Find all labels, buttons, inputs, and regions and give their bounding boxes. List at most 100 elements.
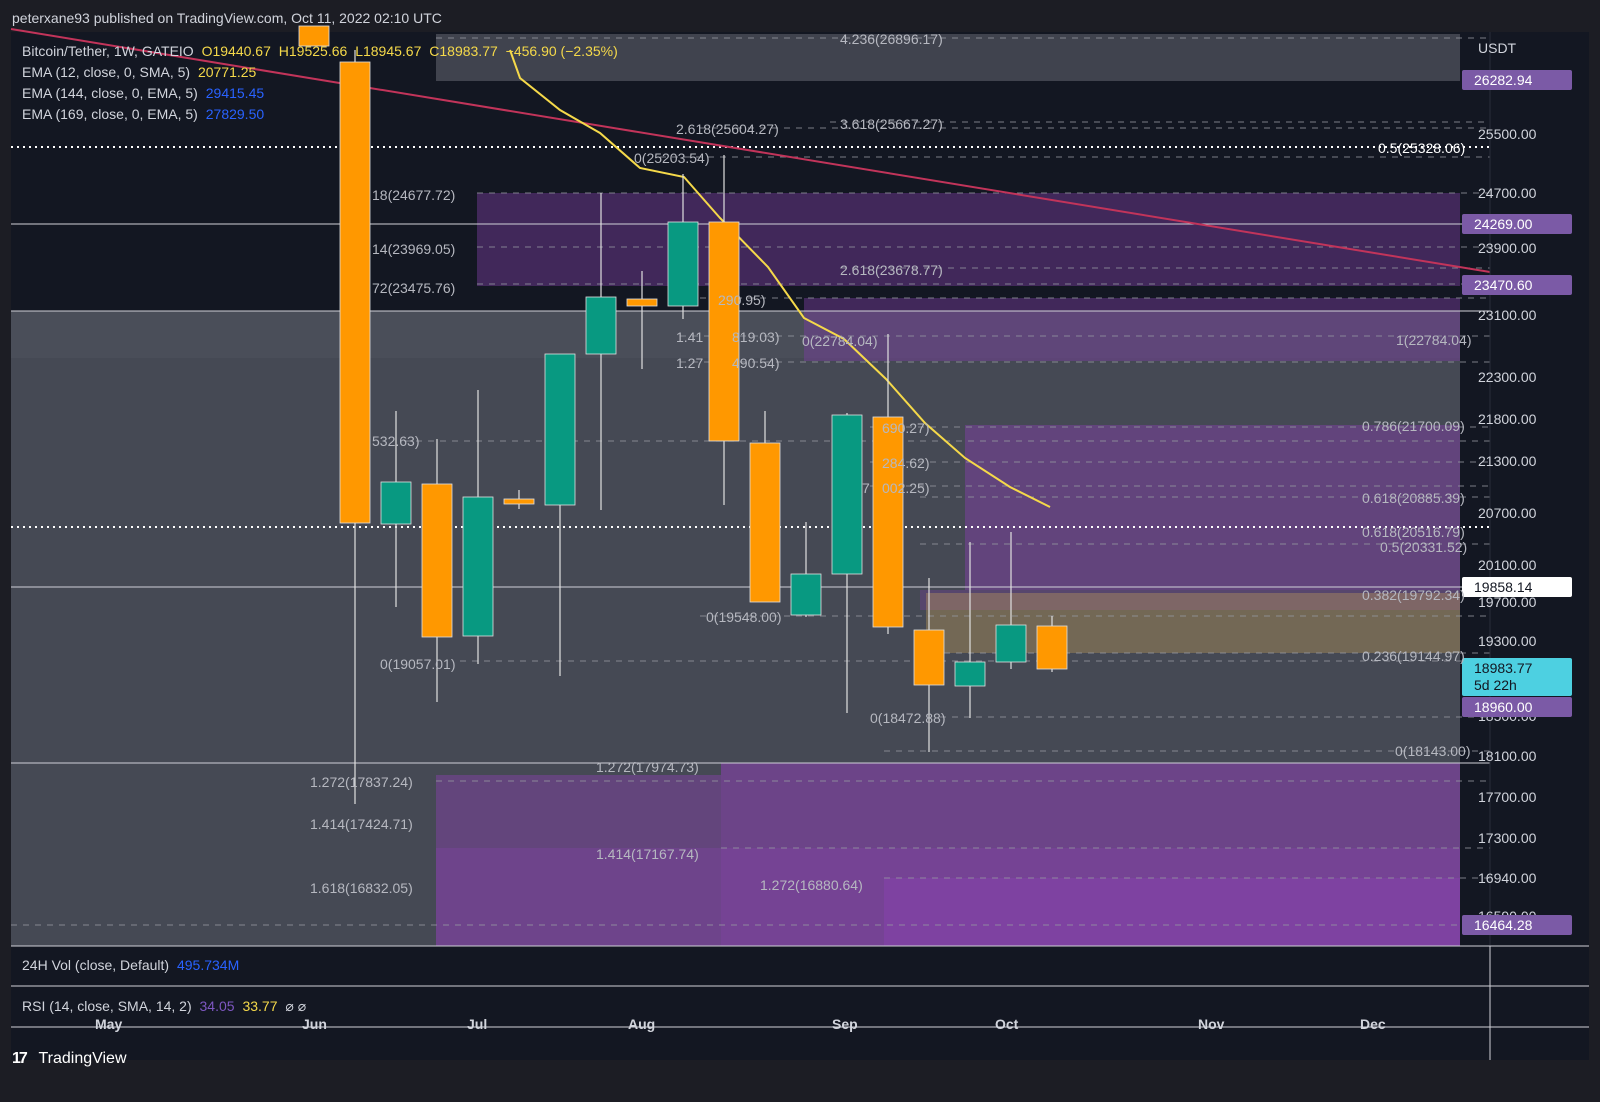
- price-tick-label: 24700.00: [1478, 185, 1537, 201]
- price-tick-label: 17300.00: [1478, 830, 1537, 846]
- legend-close: C18983.77: [429, 43, 498, 59]
- time-axis-label: Dec: [1360, 1016, 1386, 1032]
- time-axis-label: Jun: [302, 1016, 327, 1032]
- current-price: 18983.77: [1474, 660, 1533, 676]
- candle-body: [421, 483, 453, 638]
- candle-body: [995, 624, 1027, 663]
- tradingview-footer[interactable]: 17 TradingView: [12, 1050, 127, 1068]
- fib-level-label: 2.618(25604.27): [676, 121, 779, 137]
- legend-open: O19440.67: [201, 43, 271, 59]
- fib-level-label: 18(24677.72): [372, 187, 456, 203]
- legend-high: H19525.66: [278, 43, 348, 59]
- fib-level-label: 3.618(25667.27): [840, 116, 943, 132]
- ema12-value: 20771.25: [197, 64, 257, 80]
- fib-level-label: 0.5(20331.52): [1380, 539, 1468, 555]
- fib-level-label: 2.618(23678.77): [840, 262, 943, 278]
- fib-level-label: 532.63): [372, 433, 420, 449]
- ema169-value: 27829.50: [205, 106, 265, 122]
- price-tick-label: 20700.00: [1478, 505, 1537, 521]
- time-axis-label: Aug: [628, 1016, 656, 1032]
- candle-body: [831, 414, 863, 575]
- fib-level-label: 0.382(19792.34): [1362, 587, 1465, 603]
- volume-pane-title[interactable]: 24H Vol (close, Default) 495.734M: [22, 957, 239, 973]
- zone-top-grey: [436, 34, 1460, 81]
- fib-level-label: 0(19057.01): [380, 656, 456, 672]
- fib-level-label: 1.414(17167.74): [596, 846, 699, 862]
- zone-purple-low1: [721, 763, 1460, 946]
- price-tick-label: 25500.00: [1478, 126, 1537, 142]
- candle-body: [339, 61, 371, 524]
- bar-countdown: 5d 22h: [1474, 677, 1517, 693]
- legend-ema12[interactable]: EMA (12, close, 0, SMA, 5) 20771.25: [22, 64, 260, 80]
- price-tick-label: 19300.00: [1478, 633, 1537, 649]
- time-axis-label: Sep: [832, 1016, 858, 1032]
- candle-body: [708, 221, 740, 442]
- fib-level-label: 1.272(16880.64): [760, 877, 863, 893]
- price-tick-label: 21300.00: [1478, 453, 1537, 469]
- fib-level-label: 0.618(20516.79): [1362, 524, 1465, 540]
- price-tick-label: 23900.00: [1478, 240, 1537, 256]
- price-tick-label: 18100.00: [1478, 748, 1537, 764]
- fib-level-label: 0.618(20885.39): [1362, 490, 1465, 506]
- zone-purple-right: [965, 425, 1460, 590]
- time-axis-label: May: [95, 1016, 123, 1032]
- price-badge: 23470.60: [1462, 275, 1572, 295]
- legend-low: L18945.67: [355, 43, 422, 59]
- rsi-value: 34.05: [199, 998, 235, 1014]
- footer-brand: TradingView: [38, 1050, 127, 1067]
- fib-level-label: 1.272(17837.24): [310, 774, 413, 790]
- fib-level-label: 0(19548.00): [706, 609, 782, 625]
- time-axis-label: Nov: [1198, 1016, 1225, 1032]
- fib-level-label: 1.618(16832.05): [310, 880, 413, 896]
- candle-body: [954, 661, 986, 687]
- zone-purple-low3: [436, 848, 1460, 946]
- legend-ema144[interactable]: EMA (144, close, 0, EMA, 5) 29415.45: [22, 85, 268, 101]
- candle-body: [749, 442, 781, 603]
- price-tick-label: 19700.00: [1478, 594, 1537, 610]
- price-tick-label: 20100.00: [1478, 557, 1537, 573]
- time-axis-label: Jul: [467, 1016, 488, 1032]
- candle-body: [585, 296, 617, 355]
- fib-level-label: 002.25): [882, 480, 930, 496]
- candle-body: [503, 498, 535, 505]
- fib-level-label: 1.27: [676, 355, 704, 371]
- price-axis-currency: USDT: [1478, 40, 1517, 56]
- legend-symbol: Bitcoin/Tether, 1W, GATEIO: [22, 43, 194, 59]
- top-bar: peterxane93 published on TradingView.com…: [0, 0, 1600, 34]
- candle-body: [626, 298, 658, 307]
- current-price-badge: 18983.77 5d 22h: [1462, 658, 1572, 696]
- fib-level-label: 0(18472.88): [870, 710, 946, 726]
- fib-level-label: 0(18143.00): [1395, 743, 1471, 759]
- volume-title: 24H Vol (close, Default): [22, 957, 170, 973]
- time-axis-label: Oct: [995, 1016, 1019, 1032]
- zone-purple-top: [477, 193, 1460, 286]
- zone-purple-low2: [436, 775, 721, 946]
- rsi-pane-title[interactable]: RSI (14, close, SMA, 14, 2) 34.05 33.77 …: [22, 998, 306, 1015]
- candles: [298, 25, 1068, 804]
- rsi-icons: ⌀ ⌀: [285, 998, 307, 1014]
- volume-value: 495.734M: [176, 957, 240, 973]
- zone-purple-right2: [920, 590, 1460, 610]
- fib-level-label: 7: [862, 480, 870, 496]
- price-tick-label: 16940.00: [1478, 870, 1537, 886]
- fib-level-label: 1(22784.04): [1396, 332, 1472, 348]
- publisher-line: peterxane93 published on TradingView.com…: [12, 10, 442, 26]
- ema144-value: 29415.45: [205, 85, 265, 101]
- price-tick-label: 21800.00: [1478, 411, 1537, 427]
- legend-change: −456.90 (−2.35%): [505, 43, 618, 59]
- ema169-label: EMA (169, close, 0, EMA, 5): [22, 106, 198, 122]
- candle-body: [872, 416, 904, 628]
- price-badge: 16464.28: [1462, 915, 1572, 935]
- price-badge: 26282.94: [1462, 70, 1572, 90]
- fib-level-label: 1.41: [676, 329, 704, 345]
- legend-ema169[interactable]: EMA (169, close, 0, EMA, 5) 27829.50: [22, 106, 268, 122]
- fib-level-label: 0(25203.54): [634, 150, 710, 166]
- fib-level-label: 0.5(25328.06): [1378, 140, 1466, 156]
- candle-body: [913, 629, 945, 686]
- rsi-ma-value: 33.77: [242, 998, 278, 1014]
- fib-level-label: 0(22784.04): [802, 333, 878, 349]
- ema144-label: EMA (144, close, 0, EMA, 5): [22, 85, 198, 101]
- legend-ohlc: Bitcoin/Tether, 1W, GATEIO O19440.67 H19…: [22, 43, 622, 59]
- zone-purple-low4: [884, 878, 1460, 946]
